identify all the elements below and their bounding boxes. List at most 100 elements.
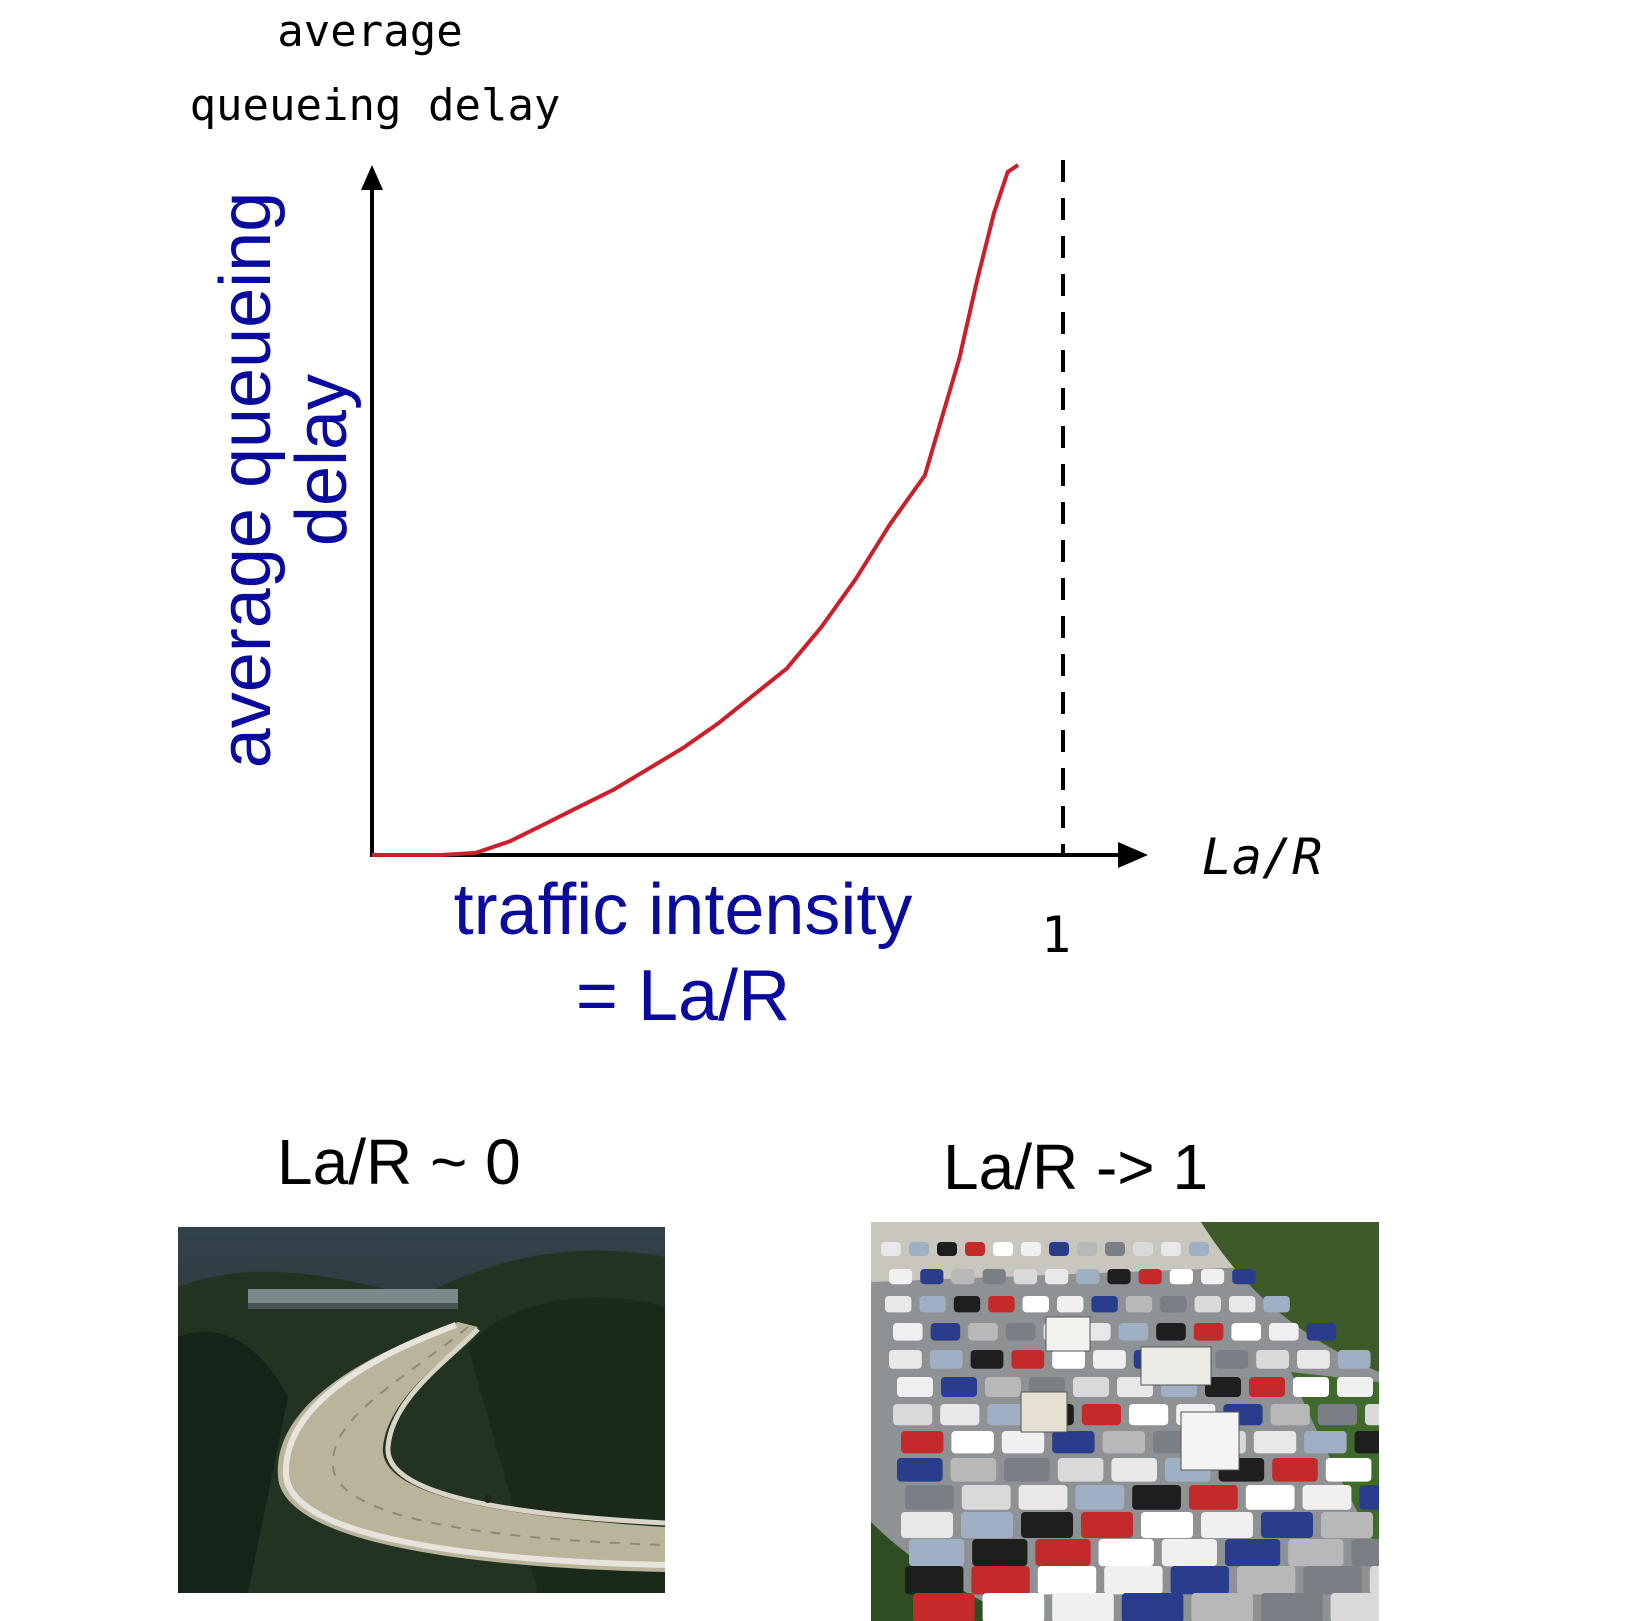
traffic-car bbox=[1052, 1431, 1095, 1454]
traffic-car bbox=[1035, 1539, 1091, 1567]
traffic-car bbox=[930, 1323, 961, 1341]
traffic-car bbox=[965, 1242, 985, 1256]
traffic-truck bbox=[1020, 1391, 1068, 1433]
traffic-car bbox=[972, 1539, 1028, 1567]
traffic-car bbox=[1052, 1593, 1114, 1621]
traffic-car bbox=[897, 1458, 943, 1482]
traffic-car bbox=[961, 1485, 1011, 1510]
traffic-car bbox=[971, 1566, 1030, 1595]
queueing-delay-curve bbox=[372, 163, 1020, 857]
traffic-car bbox=[1306, 1323, 1337, 1341]
y-axis-side-label-line1: average queueing bbox=[206, 192, 286, 769]
traffic-car bbox=[1270, 1404, 1310, 1426]
traffic-car bbox=[1161, 1539, 1217, 1567]
traffic-truck bbox=[1180, 1411, 1240, 1471]
traffic-car bbox=[953, 1296, 981, 1313]
traffic-car bbox=[1337, 1377, 1373, 1397]
traffic-car bbox=[1359, 1485, 1379, 1510]
traffic-car bbox=[1225, 1539, 1281, 1567]
traffic-car bbox=[901, 1512, 953, 1538]
traffic-car bbox=[897, 1377, 933, 1397]
traffic-car bbox=[1245, 1485, 1295, 1510]
traffic-car bbox=[961, 1512, 1013, 1538]
traffic-car bbox=[982, 1593, 1045, 1621]
x-axis-end-label: La/R bbox=[1202, 828, 1322, 886]
traffic-car bbox=[1098, 1539, 1154, 1567]
traffic-car bbox=[1253, 1431, 1297, 1454]
traffic-car bbox=[1011, 1350, 1045, 1369]
traffic-truck bbox=[1045, 1316, 1091, 1352]
traffic-car bbox=[1201, 1269, 1225, 1285]
traffic-car bbox=[1189, 1485, 1238, 1510]
traffic-car bbox=[1091, 1296, 1118, 1313]
traffic-car bbox=[1272, 1458, 1318, 1482]
traffic-car bbox=[913, 1593, 975, 1621]
traffic-car bbox=[1232, 1269, 1256, 1285]
traffic-car bbox=[951, 1431, 994, 1454]
traffic-car bbox=[1075, 1485, 1125, 1510]
traffic-car bbox=[988, 1296, 1015, 1313]
x-tick-label-1: 1 bbox=[1041, 906, 1071, 964]
traffic-car bbox=[889, 1269, 913, 1285]
traffic-car bbox=[1018, 1485, 1068, 1510]
traffic-car bbox=[1121, 1593, 1184, 1621]
traffic-car bbox=[1215, 1350, 1249, 1369]
traffic-car bbox=[1081, 1404, 1121, 1426]
traffic-car bbox=[905, 1566, 964, 1595]
traffic-car bbox=[1141, 1512, 1193, 1538]
traffic-car bbox=[1133, 1242, 1153, 1256]
traffic-car bbox=[1304, 1431, 1347, 1454]
y-axis-top-label-line1: average bbox=[277, 6, 462, 57]
traffic-car bbox=[1013, 1269, 1037, 1285]
traffic-car bbox=[937, 1242, 957, 1256]
traffic-car bbox=[885, 1296, 912, 1313]
traffic-car bbox=[987, 1404, 1027, 1426]
traffic-car bbox=[1104, 1566, 1163, 1595]
traffic-car bbox=[1138, 1269, 1162, 1285]
traffic-car bbox=[993, 1242, 1013, 1256]
caption-low-load: La/R ~ 0 bbox=[277, 1126, 521, 1198]
traffic-car bbox=[1081, 1512, 1133, 1538]
traffic-car bbox=[940, 1404, 980, 1426]
traffic-car bbox=[1365, 1404, 1379, 1426]
traffic-car bbox=[1297, 1350, 1330, 1369]
traffic-car bbox=[1057, 1296, 1084, 1313]
traffic-car bbox=[1125, 1296, 1153, 1313]
x-axis-arrowhead bbox=[1118, 842, 1148, 868]
traffic-car bbox=[1105, 1242, 1125, 1256]
traffic-car bbox=[1022, 1296, 1049, 1313]
traffic-car bbox=[1077, 1242, 1097, 1256]
x-axis-label-line1: traffic intensity bbox=[454, 870, 913, 950]
traffic-car bbox=[889, 1350, 922, 1369]
traffic-car bbox=[1169, 1269, 1193, 1285]
traffic-car bbox=[1132, 1485, 1181, 1510]
traffic-car bbox=[1004, 1458, 1050, 1482]
traffic-car bbox=[1093, 1350, 1126, 1369]
traffic-car bbox=[1351, 1539, 1379, 1567]
traffic-car bbox=[1229, 1296, 1256, 1313]
traffic-car bbox=[1118, 1323, 1149, 1341]
traffic-car bbox=[1045, 1269, 1069, 1285]
traffic-car bbox=[1170, 1566, 1229, 1595]
traffic-car bbox=[1354, 1431, 1379, 1454]
traffic-car bbox=[970, 1350, 1004, 1369]
traffic-car bbox=[1237, 1566, 1296, 1595]
traffic-car bbox=[901, 1431, 944, 1454]
traffic-car bbox=[1231, 1323, 1261, 1341]
traffic-car bbox=[1369, 1566, 1379, 1595]
traffic-car bbox=[1317, 1404, 1357, 1426]
traffic-car bbox=[1160, 1296, 1187, 1313]
traffic-car bbox=[1156, 1323, 1186, 1341]
traffic-car bbox=[951, 1269, 975, 1285]
traffic-car bbox=[950, 1458, 997, 1482]
traffic-car bbox=[920, 1269, 944, 1285]
traffic-car bbox=[1005, 1323, 1036, 1341]
traffic-car bbox=[1269, 1323, 1299, 1341]
traffic-car bbox=[1107, 1269, 1131, 1285]
traffic-car bbox=[968, 1323, 998, 1341]
traffic-car bbox=[893, 1404, 933, 1426]
traffic-car bbox=[1193, 1323, 1224, 1341]
traffic-car bbox=[1189, 1242, 1209, 1256]
traffic-car bbox=[905, 1485, 954, 1510]
